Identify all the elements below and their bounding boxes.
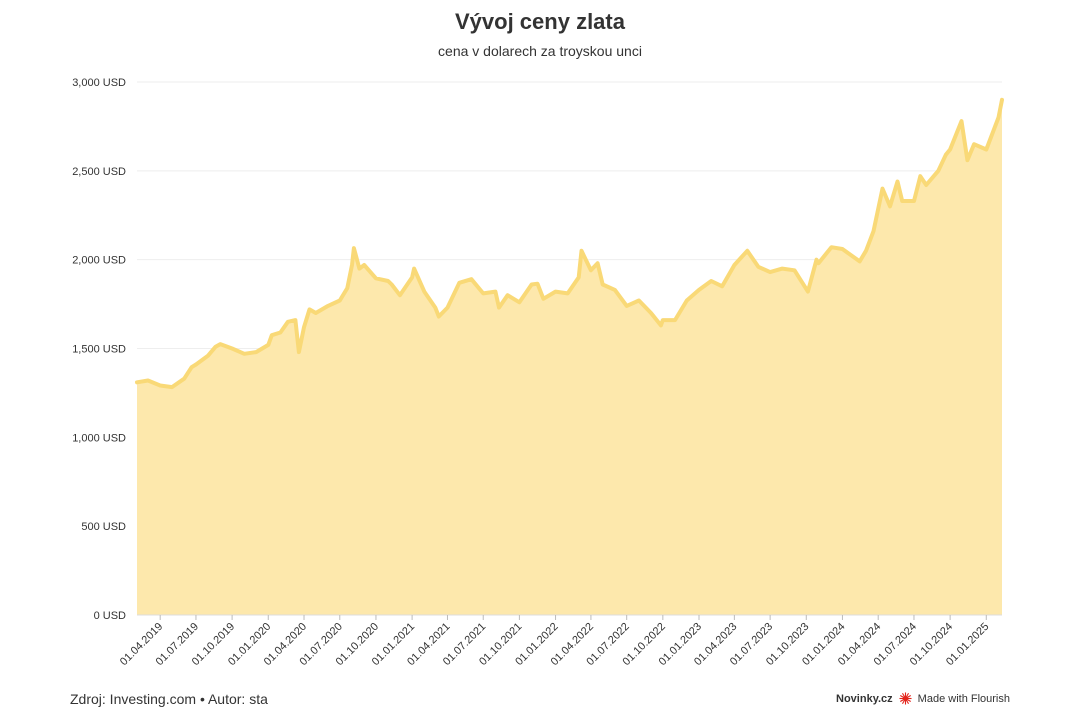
x-axis: 01.04.201901.07.201901.10.201901.01.2020… (118, 614, 1002, 668)
y-tick-label: 500 USD (81, 521, 126, 533)
y-axis: 0 USD 500 USD 1,000 USD 1,500 USD 2,000 USD 2… (72, 77, 126, 622)
chart-subtitle: cena v dolarech za troyskou unci (438, 43, 642, 59)
novinky-brand[interactable]: Novinky.cz (836, 692, 893, 705)
source-note: Zdroj: Investing.com • Autor: sta (70, 691, 268, 707)
y-tick-label: 2,000 USD (72, 255, 126, 267)
y-tick-label: 3,000 USD (72, 77, 126, 89)
y-tick-label: 2,500 USD (72, 166, 126, 178)
chart-title: Vývoj ceny zlata (455, 9, 625, 34)
series-line (135, 97, 1004, 390)
flourish-logo-icon (899, 692, 912, 705)
y-tick-label: 1,500 USD (72, 344, 126, 356)
series-area-fill (137, 99, 1002, 616)
y-tick-label: 0 USD (94, 610, 126, 622)
footer-credits: Novinky.cz Made with Flourish (836, 692, 1010, 705)
y-tick-label: 1,000 USD (72, 432, 126, 444)
series-area (135, 97, 1004, 616)
made-with-flourish-link[interactable]: Made with Flourish (917, 692, 1010, 705)
